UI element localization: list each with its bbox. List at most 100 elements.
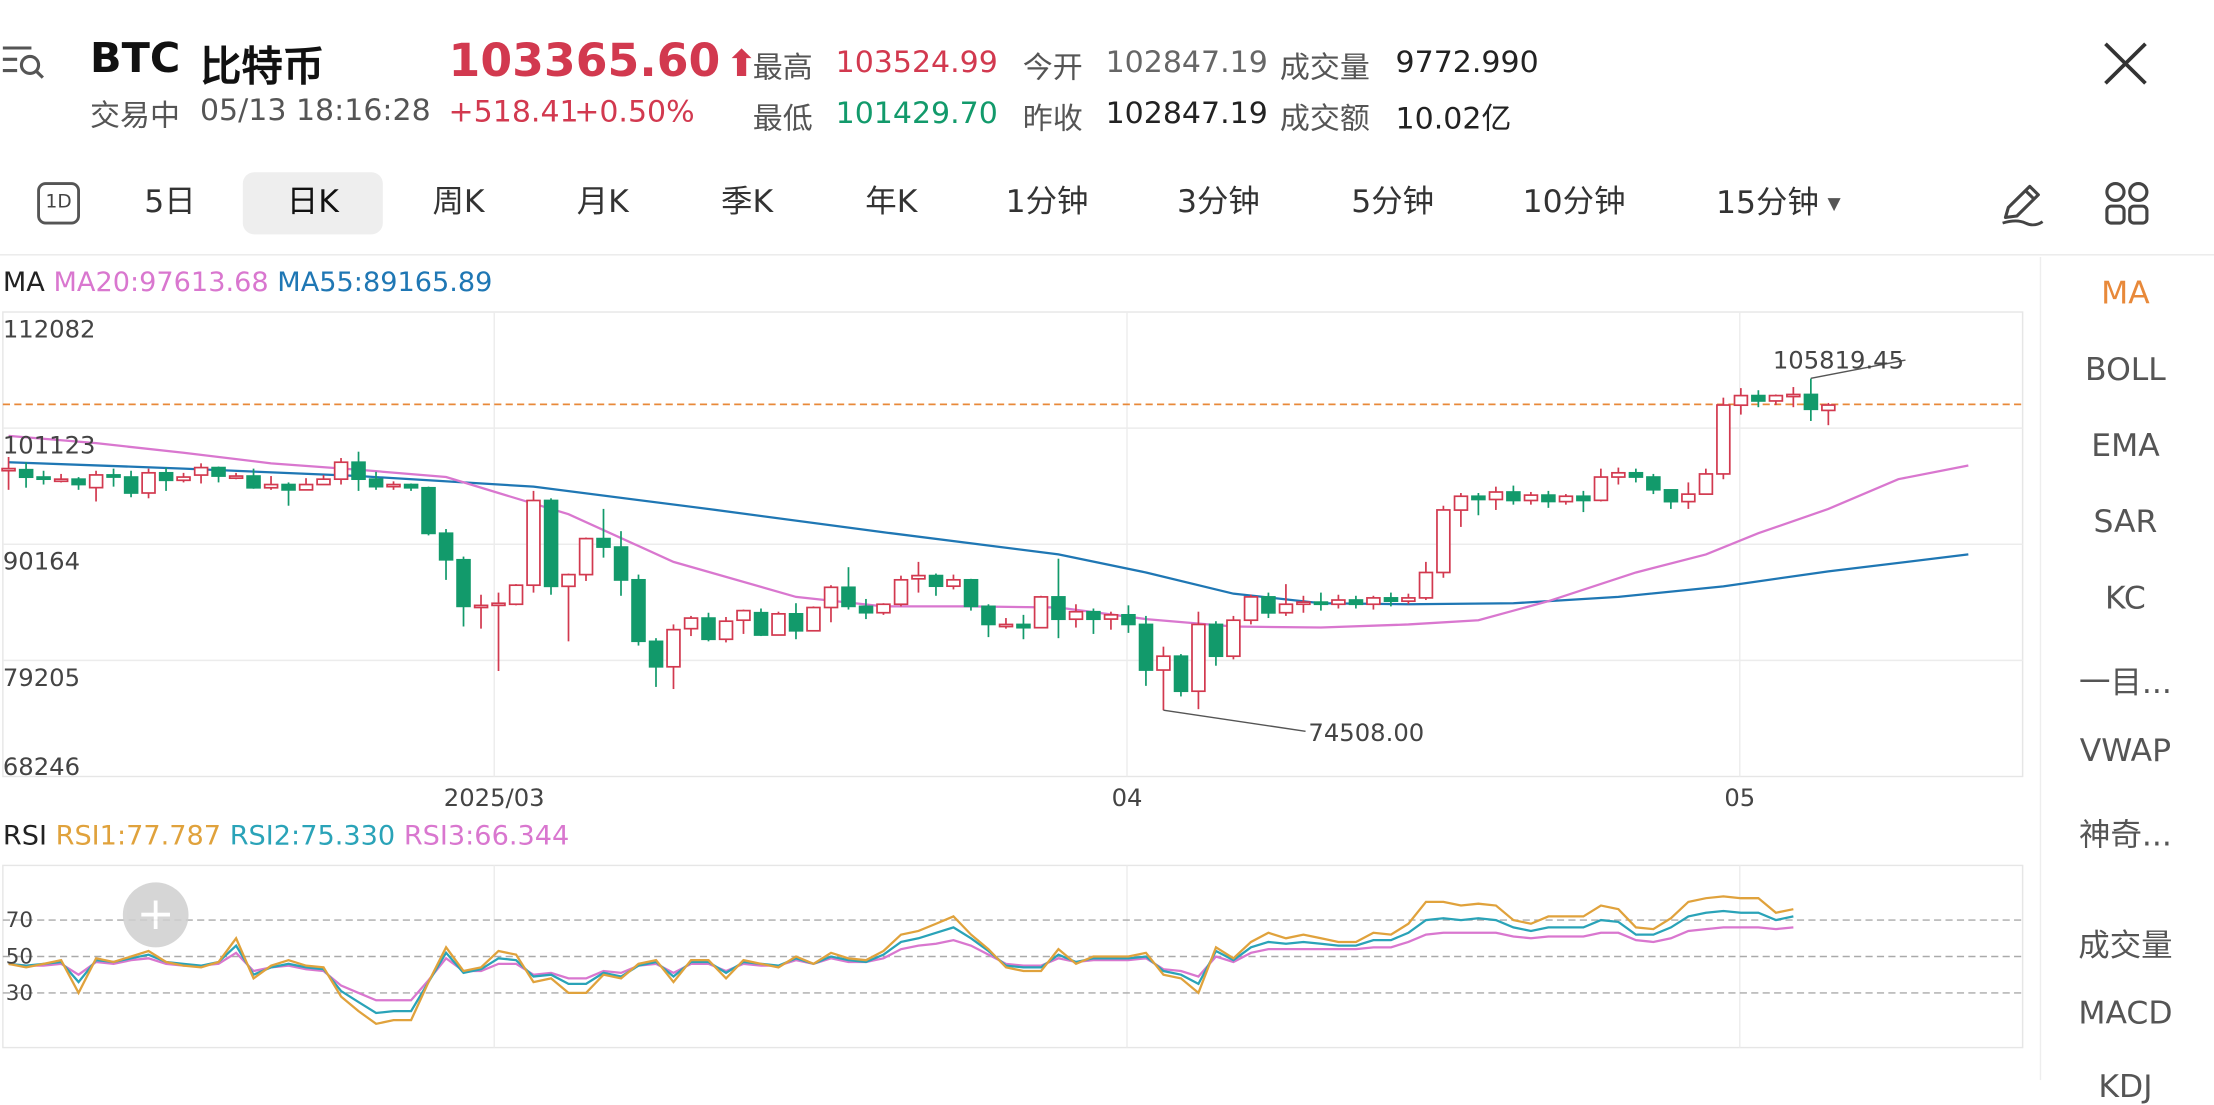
tab-weekly-k[interactable]: 周K xyxy=(432,184,485,221)
period-1d-icon[interactable]: 1D xyxy=(37,182,80,225)
trading-status: 交易中 xyxy=(89,98,180,133)
candle-down xyxy=(71,478,86,486)
candle-up xyxy=(876,603,891,614)
candle-up xyxy=(1068,610,1084,621)
candle-down xyxy=(596,537,611,548)
indicator-ichimoku[interactable]: 一目... xyxy=(2079,666,2172,702)
max-price-pointer xyxy=(1810,359,1906,380)
candle-up xyxy=(1191,623,1206,693)
symbol-name: 比特币 xyxy=(199,42,325,91)
indicator-kdj[interactable]: KDJ xyxy=(2098,1070,2153,1105)
indicator-vwap[interactable]: VWAP xyxy=(2079,734,2172,770)
ma-legend: MA MA20:97613.68 MA55:89165.89 xyxy=(3,267,493,298)
candle-up xyxy=(228,475,244,480)
candle-up xyxy=(1681,493,1696,503)
candle-down xyxy=(18,468,34,479)
price-change: +518.41 xyxy=(448,94,579,129)
candle-up xyxy=(1,467,16,472)
stat-high-label: 最高 xyxy=(752,50,813,85)
candle-down xyxy=(421,486,436,535)
candle-up xyxy=(1593,476,1609,502)
candle-up xyxy=(1243,596,1259,622)
candle-up xyxy=(1331,599,1346,606)
ma20-line xyxy=(8,434,1969,629)
candle-up xyxy=(333,461,349,481)
candle-up xyxy=(53,478,69,483)
tab-monthly-k[interactable]: 月K xyxy=(576,184,629,221)
tab-daily-k[interactable]: 日K xyxy=(242,172,383,235)
tab-1min[interactable]: 1分钟 xyxy=(1005,184,1089,221)
indicator-kc[interactable]: KC xyxy=(2105,581,2146,617)
candle-up xyxy=(473,604,489,609)
indicator-boll[interactable]: BOLL xyxy=(2085,352,2166,389)
candle-up xyxy=(893,578,909,606)
zoom-in-button[interactable]: + xyxy=(122,882,189,948)
ma55-legend: MA55:89165.89 xyxy=(277,266,493,298)
candle-down xyxy=(1628,471,1644,478)
rsi-legend-title: RSI xyxy=(2,820,47,852)
indicator-macd[interactable]: MACD xyxy=(2078,996,2173,1033)
candle-up xyxy=(88,474,104,489)
tab-quarterly-k[interactable]: 季K xyxy=(721,184,774,221)
candle-up xyxy=(1418,571,1434,599)
candle-down xyxy=(841,586,856,608)
ma20-legend: MA20:97613.68 xyxy=(53,266,269,298)
tab-10min[interactable]: 10分钟 xyxy=(1522,184,1626,221)
candle-down xyxy=(753,611,769,636)
candle-up xyxy=(1733,394,1749,407)
indicator-sar[interactable]: SAR xyxy=(2093,505,2158,541)
candle-down xyxy=(438,532,454,561)
candle-up xyxy=(1033,596,1049,629)
candle-up xyxy=(1523,494,1539,502)
stat-low-value: 101429.70 xyxy=(835,96,998,130)
tab-3min[interactable]: 3分钟 xyxy=(1177,184,1260,221)
close-icon[interactable] xyxy=(2100,38,2151,89)
candle-down xyxy=(211,466,226,477)
candle-down xyxy=(1541,494,1556,503)
candle-up xyxy=(1768,394,1784,402)
price-chart[interactable]: 112082 101123 90164 79205 68246 2025/03 04 05 10… xyxy=(0,0,2043,1080)
candle-up xyxy=(1226,619,1241,658)
candle-down xyxy=(1051,596,1066,621)
candle-down xyxy=(613,546,629,581)
symbol-code: BTC xyxy=(89,33,181,82)
pencil-icon[interactable] xyxy=(1997,179,2046,227)
grid-icon[interactable] xyxy=(2103,179,2152,227)
tab-15min[interactable]: 15分钟 ▼ xyxy=(1700,172,1857,234)
indicator-ma[interactable]: MA xyxy=(2101,276,2150,313)
candle-up xyxy=(718,620,734,641)
candle-up xyxy=(1436,509,1451,574)
candle-down xyxy=(1016,623,1031,629)
x-tick-label: 05 xyxy=(1724,784,1755,812)
y-tick-label: 112082 xyxy=(3,316,96,344)
candle-up xyxy=(1786,393,1801,398)
menu-search-icon[interactable] xyxy=(0,40,49,85)
stat-prevclose-label: 昨收 xyxy=(1022,101,1083,136)
indicator-ema[interactable]: EMA xyxy=(2091,429,2160,465)
stat-turnover-label: 成交额 xyxy=(1279,101,1370,136)
tab-yearly-k[interactable]: 年K xyxy=(865,184,918,221)
price-change-pct: +0.50% xyxy=(574,94,695,129)
candle-down xyxy=(1576,495,1591,502)
rsi3-line xyxy=(8,926,1794,1002)
candle-down xyxy=(403,483,419,489)
candle-down xyxy=(351,461,366,481)
tab-5min[interactable]: 5分钟 xyxy=(1351,184,1435,221)
candle-up xyxy=(1453,495,1469,511)
rsi2-legend: RSI2:75.330 xyxy=(229,820,396,852)
candle-down xyxy=(106,474,121,478)
candle-up xyxy=(193,466,209,476)
stat-high-value: 103524.99 xyxy=(835,45,998,80)
min-price-label: 74508.00 xyxy=(1308,719,1424,747)
candle-up xyxy=(806,606,821,632)
stat-low-label: 最低 xyxy=(752,101,813,136)
candle-down xyxy=(1383,597,1399,602)
indicator-volume[interactable]: 成交量 xyxy=(2078,928,2173,965)
candle-down xyxy=(1261,596,1276,614)
candle-down xyxy=(981,605,996,626)
candle-down xyxy=(963,578,979,608)
candle-up xyxy=(823,586,839,609)
indicator-magic[interactable]: 神奇... xyxy=(2079,818,2172,855)
tab-5day[interactable]: 5日 xyxy=(144,184,196,221)
